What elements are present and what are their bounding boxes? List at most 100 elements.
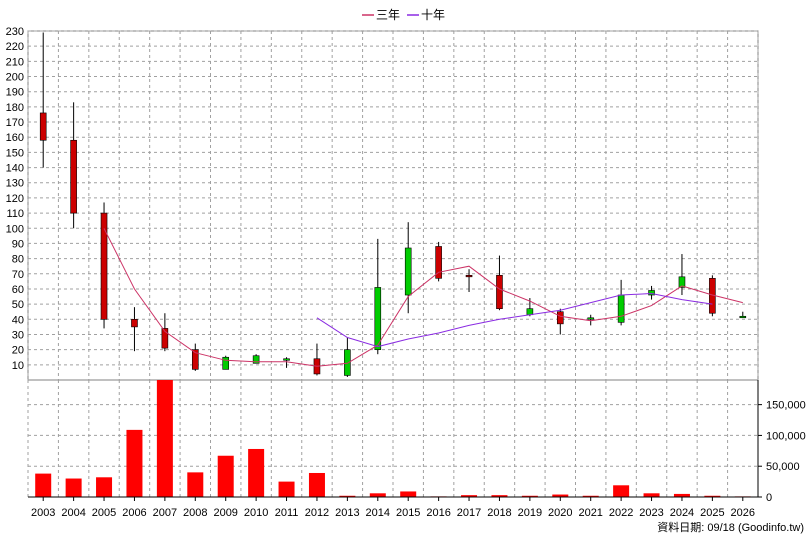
legend: 三年 十年 bbox=[362, 8, 445, 22]
x-tick-label: 2010 bbox=[244, 507, 268, 519]
candle-body bbox=[252, 355, 260, 364]
price-tick-label: 200 bbox=[6, 72, 24, 84]
price-tick-label: 40 bbox=[12, 314, 24, 326]
volume-panel: 0 50,000 100,000 150,000 bbox=[27, 380, 806, 504]
candle-body bbox=[526, 308, 534, 316]
price-tick-label: 90 bbox=[12, 238, 24, 250]
volume-bar bbox=[65, 478, 82, 497]
x-tick-label: 2009 bbox=[213, 507, 237, 519]
x-tick-label: 2004 bbox=[61, 507, 85, 519]
candle-body bbox=[131, 319, 138, 328]
volume-bar bbox=[552, 494, 569, 497]
x-tick-label: 2003 bbox=[31, 507, 55, 519]
price-tick-label: 60 bbox=[12, 284, 24, 296]
candle-body bbox=[587, 317, 595, 320]
volume-tick-label: 150,000 bbox=[766, 400, 806, 412]
legend-label-10yr: 十年 bbox=[421, 8, 445, 22]
price-tick-label: 190 bbox=[6, 87, 24, 99]
candle-body bbox=[496, 274, 503, 309]
volume-bar bbox=[613, 485, 630, 497]
candle-body bbox=[70, 139, 77, 214]
price-tick-label: 220 bbox=[6, 41, 24, 53]
x-tick-label: 2014 bbox=[366, 507, 390, 519]
x-tick-label: 2020 bbox=[548, 507, 572, 519]
x-tick-label: 2021 bbox=[578, 507, 602, 519]
price-tick-label: 210 bbox=[6, 56, 24, 68]
candle-body bbox=[739, 315, 747, 319]
volume-bar bbox=[461, 495, 478, 497]
volume-bar bbox=[96, 477, 113, 497]
x-tick-label: 2007 bbox=[153, 507, 177, 519]
x-tick-label: 2005 bbox=[92, 507, 116, 519]
volume-bar bbox=[126, 429, 143, 497]
x-tick-label: 2006 bbox=[122, 507, 146, 519]
volume-bar bbox=[704, 495, 721, 497]
volume-bar bbox=[217, 455, 234, 497]
candle-body bbox=[678, 276, 686, 288]
x-tick-label: 2011 bbox=[275, 507, 299, 519]
volume-bar bbox=[369, 493, 386, 497]
price-tick-label: 130 bbox=[6, 178, 24, 190]
volume-bar bbox=[673, 493, 690, 497]
candle-body bbox=[283, 358, 290, 361]
volume-bar bbox=[35, 473, 52, 497]
x-tick-label: 2015 bbox=[396, 507, 420, 519]
x-tick-label: 2024 bbox=[670, 507, 694, 519]
candle-body bbox=[161, 328, 169, 349]
volume-bar bbox=[582, 495, 599, 497]
x-axis: 2003 2004 2005 2006 2007 2008 2009 2010 2011 2012… bbox=[31, 497, 755, 519]
price-tick-label: 50 bbox=[12, 299, 24, 311]
x-tick-label: 2017 bbox=[457, 507, 481, 519]
volume-bar bbox=[278, 481, 295, 497]
price-tick-label: 160 bbox=[6, 132, 24, 144]
price-tick-label: 150 bbox=[6, 147, 24, 159]
series-line-10yr bbox=[316, 292, 713, 348]
volume-bar bbox=[491, 495, 508, 497]
candle-body bbox=[556, 311, 564, 325]
candle-body bbox=[39, 112, 47, 141]
price-tick-label: 180 bbox=[6, 102, 24, 114]
volume-bar bbox=[248, 448, 265, 497]
volume-tick-label: 50,000 bbox=[766, 461, 800, 473]
volume-tick-label: 0 bbox=[766, 492, 772, 504]
volume-bar bbox=[521, 495, 538, 497]
volume-tick-label: 100,000 bbox=[766, 430, 806, 442]
legend-label-3yr: 三年 bbox=[376, 8, 400, 22]
candle-body bbox=[344, 349, 351, 376]
candle-body bbox=[465, 274, 473, 278]
volume-bar bbox=[400, 491, 417, 497]
candle-body bbox=[374, 287, 382, 350]
x-tick-label: 2018 bbox=[487, 507, 511, 519]
x-tick-label: 2025 bbox=[700, 507, 724, 519]
x-tick-label: 2023 bbox=[639, 507, 663, 519]
candle-body bbox=[617, 294, 625, 323]
price-tick-label: 100 bbox=[6, 223, 24, 235]
x-tick-label: 2013 bbox=[335, 507, 359, 519]
candle-body bbox=[648, 290, 655, 296]
x-tick-label: 2019 bbox=[518, 507, 542, 519]
volume-bar bbox=[339, 495, 356, 497]
price-tick-label: 80 bbox=[12, 254, 24, 266]
price-tick-label: 140 bbox=[6, 163, 24, 175]
price-tick-label: 170 bbox=[6, 117, 24, 129]
source-note: 資料日期: 09/18 (Goodinfo.tw) bbox=[657, 520, 804, 534]
volume-bar bbox=[308, 472, 325, 497]
price-tick-label: 10 bbox=[12, 360, 24, 372]
candle-body bbox=[222, 356, 230, 370]
candle-body bbox=[404, 247, 412, 296]
price-tick-label: 120 bbox=[6, 193, 24, 205]
candle-body bbox=[435, 246, 442, 279]
candle-body bbox=[100, 212, 108, 320]
price-panel: 10 20 30 40 50 60 70 80 90 100 110 120 130 140 150 160 1… bbox=[6, 26, 759, 381]
price-tick-label: 30 bbox=[12, 329, 24, 341]
x-tick-label: 2022 bbox=[609, 507, 633, 519]
volume-bar bbox=[156, 380, 173, 497]
volume-bar bbox=[643, 493, 660, 497]
series-line-3yr bbox=[103, 228, 743, 367]
x-tick-label: 2026 bbox=[731, 507, 755, 519]
x-tick-label: 2012 bbox=[305, 507, 329, 519]
price-tick-label: 230 bbox=[6, 26, 24, 38]
volume-bar bbox=[187, 472, 204, 497]
price-tick-label: 110 bbox=[6, 208, 24, 220]
